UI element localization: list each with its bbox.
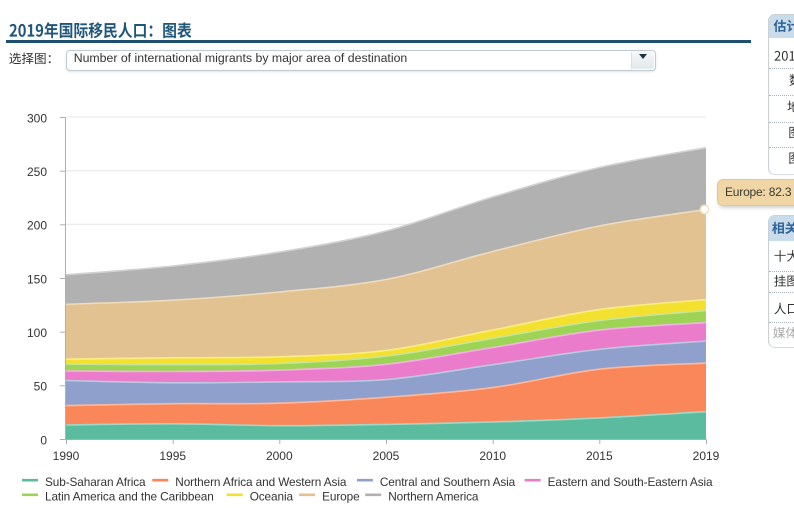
svg-text:1995: 1995 [159, 449, 186, 463]
svg-text:2005: 2005 [373, 449, 400, 463]
svg-text:250: 250 [27, 165, 47, 179]
svg-text:Sub-Saharan Africa: Sub-Saharan Africa [45, 475, 146, 489]
svg-text:2010: 2010 [479, 449, 506, 463]
svg-text:300: 300 [27, 111, 47, 125]
svg-text:Central and Southern Asia: Central and Southern Asia [380, 475, 516, 489]
svg-text:Eastern and South-Eastern Asia: Eastern and South-Eastern Asia [548, 475, 713, 489]
svg-text:Europe: Europe [322, 489, 360, 503]
svg-text:150: 150 [27, 272, 47, 286]
svg-text:Latin America and the Caribbea: Latin America and the Caribbean [45, 489, 214, 503]
svg-text:2019: 2019 [693, 449, 720, 463]
svg-text:100: 100 [27, 326, 47, 340]
svg-text:0: 0 [40, 433, 47, 447]
svg-text:2000: 2000 [266, 449, 293, 463]
svg-text:2015: 2015 [586, 449, 613, 463]
svg-text:200: 200 [27, 219, 47, 233]
svg-text:Oceania: Oceania [250, 489, 294, 503]
svg-text:Northern Africa and Western As: Northern Africa and Western Asia [175, 475, 347, 489]
svg-text:Northern America: Northern America [388, 489, 479, 503]
svg-text:50: 50 [34, 380, 48, 394]
svg-text:1990: 1990 [53, 449, 80, 463]
